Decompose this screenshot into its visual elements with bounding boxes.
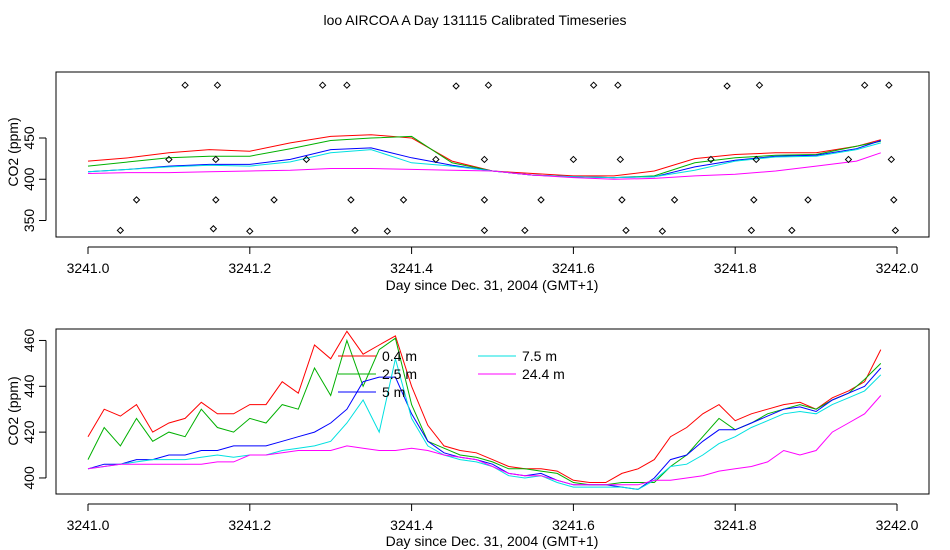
flag-point	[383, 227, 392, 235]
flag-point	[212, 155, 220, 164]
y-tick-label: 420	[21, 420, 37, 444]
y-tick-label: 350	[21, 209, 37, 233]
flag-point	[132, 196, 141, 204]
flag-point	[351, 226, 359, 235]
flag-point	[707, 155, 715, 164]
x-tick-label: 3241.4	[390, 517, 433, 533]
flag-point	[246, 227, 254, 235]
series-line-24-4-m	[87, 152, 881, 180]
flag-point	[209, 225, 218, 233]
flag-point	[318, 81, 327, 89]
flag-point	[622, 226, 630, 235]
flag-point	[480, 155, 489, 164]
flag-point	[432, 155, 440, 164]
x-tick-label: 3241.4	[390, 260, 433, 276]
top-x-axis-label: Day since Dec. 31, 2004 (GMT+1)	[386, 277, 599, 293]
flag-point	[569, 155, 578, 164]
series-line-24-4-m	[87, 395, 882, 486]
flag-point	[452, 82, 460, 90]
flag-point	[658, 227, 667, 235]
flag-point	[302, 155, 311, 164]
flag-point	[788, 226, 796, 235]
flag-point	[270, 196, 278, 204]
flag-point	[484, 81, 493, 89]
x-tick-label: 3241.6	[552, 517, 595, 533]
bottom-x-axis-label: Day since Dec. 31, 2004 (GMT+1)	[386, 533, 599, 549]
flag-point	[747, 226, 756, 235]
flag-point	[347, 196, 355, 204]
x-tick-label: 3241.2	[228, 517, 271, 533]
top-x-axis: 3241.0 3241.2 3241.4 3241.6 3241.8 3242.0	[67, 246, 919, 276]
y-tick-label: 400	[21, 167, 37, 191]
x-tick-label: 3242.0	[876, 517, 919, 533]
top-y-axis-label: CO2 (ppm)	[5, 117, 21, 186]
bottom-x-axis: 3241.0 3241.2 3241.4 3241.6 3241.8 3242.0	[67, 503, 919, 533]
flag-point	[887, 155, 896, 164]
top-plot-frame	[55, 71, 930, 238]
flag-point	[480, 226, 489, 235]
flag-point	[212, 196, 220, 204]
y-tick-label: 400	[21, 466, 37, 490]
y-tick-label: 460	[21, 329, 37, 353]
flag-point	[750, 196, 758, 204]
flag-point	[723, 82, 731, 90]
legend-label: 24.4 m	[522, 366, 565, 382]
top-flag-points	[116, 81, 900, 235]
flag-point	[885, 81, 893, 89]
bottom-panel: 0.4 m2.5 m5 m7.5 m24.4 m 3241.0 3241.2 324…	[5, 328, 930, 549]
legend-label: 2.5 m	[382, 366, 417, 382]
x-tick-label: 3241.8	[714, 260, 757, 276]
y-tick-label: 450	[21, 126, 37, 150]
legend-label: 0.4 m	[382, 348, 417, 364]
bottom-legend: 0.4 m 2.5 m 5 m 7.5 m 24.4 m	[338, 348, 565, 400]
top-series-group	[87, 134, 881, 180]
x-tick-label: 3241.2	[228, 260, 271, 276]
flag-point	[343, 81, 351, 89]
legend-label: 5 m	[382, 384, 405, 400]
series-line-5-m	[87, 367, 882, 490]
flag-point	[116, 226, 125, 235]
flag-point	[891, 226, 900, 235]
bottom-y-axis: 400 420 440 460	[21, 329, 47, 490]
flag-point	[616, 155, 625, 164]
bottom-y-axis-label: CO2 (ppm)	[5, 376, 21, 445]
top-panel: 3241.0 3241.2 3241.4 3241.6 3241.8 3242.0 350…	[5, 71, 930, 293]
flag-point	[181, 81, 189, 89]
top-y-axis: 350 400 450	[21, 126, 47, 233]
flag-point	[844, 155, 853, 164]
flag-point	[614, 81, 622, 89]
flag-point	[804, 196, 812, 204]
flag-point	[860, 81, 869, 89]
bottom-series-group	[87, 330, 882, 490]
y-tick-label: 440	[21, 374, 37, 398]
flag-point	[618, 196, 626, 204]
flag-point	[890, 196, 898, 204]
flag-point	[589, 81, 598, 89]
flag-point	[213, 81, 222, 89]
x-tick-label: 3241.0	[67, 260, 110, 276]
flag-point	[521, 226, 529, 235]
flag-point	[165, 155, 173, 164]
flag-point	[537, 196, 545, 204]
bottom-plot-frame	[55, 328, 930, 495]
legend-label: 7.5 m	[522, 348, 557, 364]
x-tick-label: 3241.0	[67, 517, 110, 533]
x-tick-label: 3242.0	[876, 260, 919, 276]
chart-title: loo AIRCOA A Day 131115 Calibrated Times…	[324, 12, 627, 28]
flag-point	[480, 196, 489, 204]
flag-point	[399, 196, 408, 204]
flag-point	[670, 196, 679, 204]
series-line-7-5-m	[87, 358, 882, 490]
x-tick-label: 3241.8	[714, 517, 757, 533]
flag-point	[752, 155, 760, 164]
flag-point	[755, 81, 764, 89]
series-line-0-4-m	[87, 330, 882, 483]
x-tick-label: 3241.6	[552, 260, 595, 276]
